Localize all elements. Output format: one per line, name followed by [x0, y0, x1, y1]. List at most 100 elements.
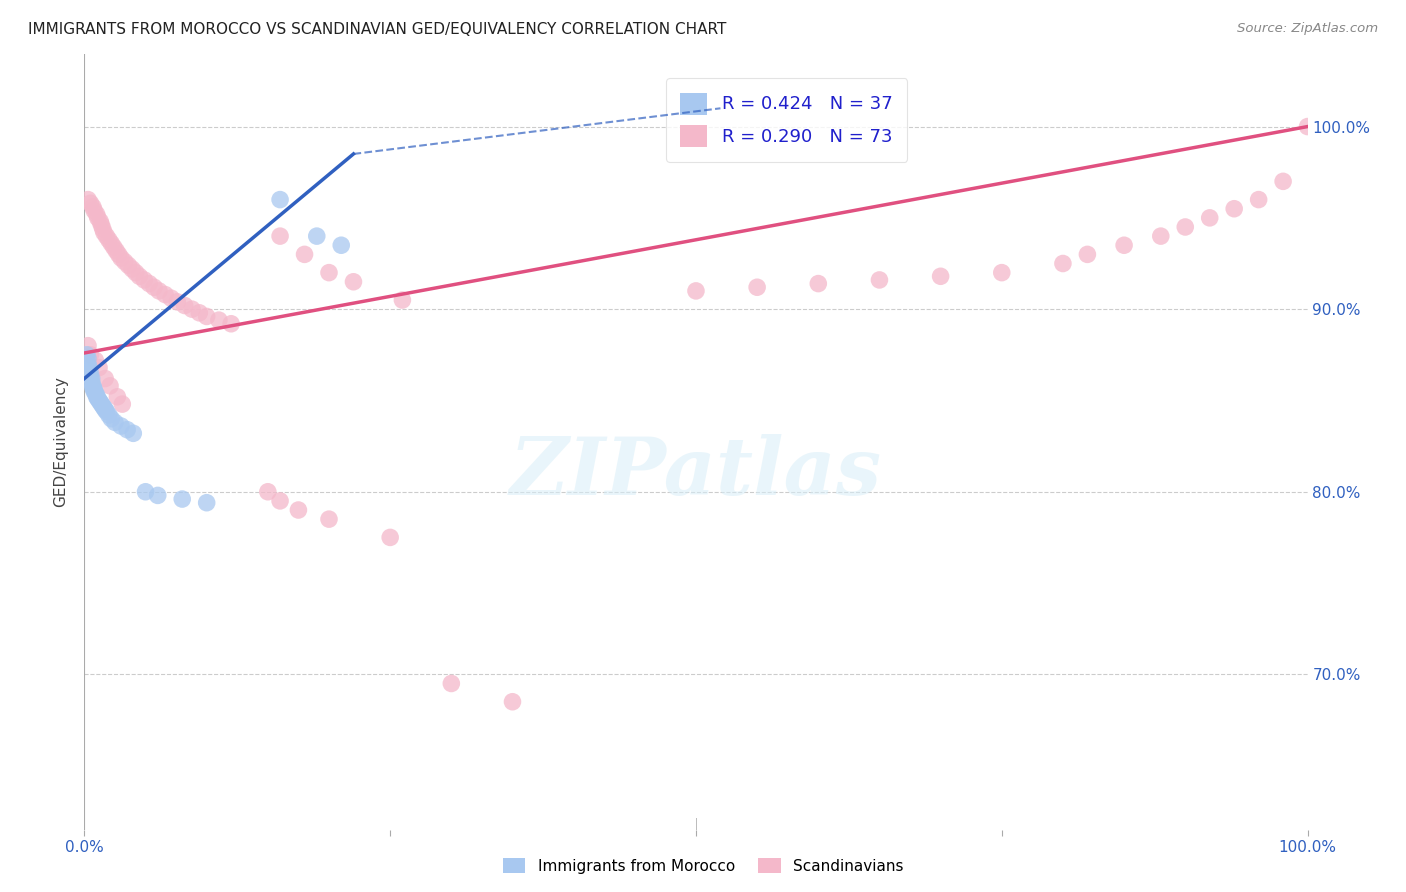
Point: [87, 211, 110, 225]
Point: [195, 310, 218, 324]
Point: [90, 397, 112, 411]
Point: [82, 200, 104, 214]
Point: [1296, 120, 1319, 134]
Point: [76, 348, 98, 362]
Point: [1247, 193, 1270, 207]
Point: [172, 491, 194, 506]
Point: [1150, 229, 1173, 244]
Point: [79, 348, 101, 362]
Point: [100, 411, 122, 425]
Point: [1174, 219, 1197, 234]
Point: [287, 503, 309, 517]
Point: [77, 339, 100, 353]
Point: [219, 317, 242, 331]
Point: [86, 388, 108, 402]
Point: [87, 392, 110, 406]
Point: [80, 375, 103, 389]
Point: [380, 530, 402, 544]
Point: [86, 207, 108, 221]
Point: [77, 357, 100, 371]
Point: [146, 488, 169, 502]
Point: [82, 379, 104, 393]
Point: [80, 371, 103, 385]
Point: [138, 277, 160, 291]
Point: [79, 366, 101, 380]
Point: [82, 381, 104, 395]
Point: [83, 203, 105, 218]
Point: [93, 226, 115, 240]
Point: [90, 218, 112, 232]
Point: [160, 291, 183, 305]
Point: [188, 306, 211, 320]
Point: [84, 353, 107, 368]
Point: [96, 229, 118, 244]
Point: [330, 238, 353, 252]
Point: [77, 360, 100, 375]
Point: [114, 254, 136, 268]
Point: [84, 386, 107, 401]
Point: [93, 401, 115, 415]
Point: [1114, 238, 1136, 252]
Point: [869, 273, 891, 287]
Point: [125, 266, 148, 280]
Point: [1076, 247, 1098, 261]
Point: [83, 383, 105, 397]
Point: [97, 233, 120, 247]
Point: [134, 273, 156, 287]
Point: [110, 251, 132, 265]
Point: [135, 484, 157, 499]
Point: [77, 364, 100, 378]
Point: [685, 284, 707, 298]
Point: [208, 313, 231, 327]
Point: [1272, 174, 1295, 188]
Legend: Immigrants from Morocco, Scandinavians: Immigrants from Morocco, Scandinavians: [496, 852, 910, 880]
Point: [117, 258, 139, 272]
Point: [122, 426, 145, 441]
Y-axis label: GED/Equivalency: GED/Equivalency: [53, 376, 69, 507]
Point: [98, 379, 121, 393]
Point: [747, 280, 769, 294]
Point: [105, 244, 128, 258]
Point: [105, 390, 128, 404]
Point: [128, 269, 150, 284]
Point: [269, 193, 291, 207]
Point: [195, 496, 218, 510]
Point: [115, 423, 138, 437]
Point: [83, 384, 105, 399]
Point: [79, 196, 101, 211]
Point: [1223, 202, 1246, 216]
Point: [269, 494, 291, 508]
Point: [111, 397, 134, 411]
Point: [173, 298, 195, 312]
Point: [104, 416, 127, 430]
Point: [100, 236, 122, 251]
Point: [94, 402, 117, 417]
Point: [305, 229, 328, 244]
Point: [96, 404, 118, 418]
Text: Source: ZipAtlas.com: Source: ZipAtlas.com: [1237, 22, 1378, 36]
Point: [440, 676, 463, 690]
Point: [77, 193, 100, 207]
Point: [89, 214, 111, 228]
Point: [318, 512, 340, 526]
Point: [91, 222, 114, 236]
Point: [166, 294, 188, 309]
Text: ZIPatlas: ZIPatlas: [510, 434, 882, 511]
Point: [342, 275, 364, 289]
Point: [391, 293, 413, 307]
Point: [807, 277, 830, 291]
Point: [87, 393, 110, 408]
Point: [97, 408, 120, 422]
Point: [502, 695, 524, 709]
Point: [77, 351, 100, 366]
Point: [929, 269, 952, 284]
Text: IMMIGRANTS FROM MOROCCO VS SCANDINAVIAN GED/EQUIVALENCY CORRELATION CHART: IMMIGRANTS FROM MOROCCO VS SCANDINAVIAN …: [28, 22, 727, 37]
Legend: R = 0.424   N = 37, R = 0.290   N = 73: R = 0.424 N = 37, R = 0.290 N = 73: [666, 78, 907, 161]
Point: [257, 484, 280, 499]
Point: [86, 390, 108, 404]
Point: [991, 266, 1014, 280]
Point: [79, 369, 101, 384]
Point: [294, 247, 316, 261]
Point: [94, 371, 117, 385]
Point: [110, 419, 132, 434]
